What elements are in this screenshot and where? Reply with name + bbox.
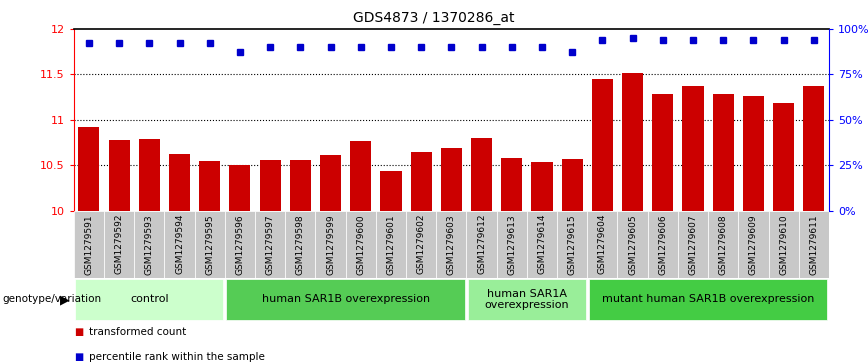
Text: GSM1279598: GSM1279598 xyxy=(296,214,305,274)
Bar xyxy=(468,280,586,319)
Text: GSM1279602: GSM1279602 xyxy=(417,214,425,274)
Bar xyxy=(557,211,588,278)
Bar xyxy=(227,280,465,319)
Text: GSM1279591: GSM1279591 xyxy=(84,214,94,274)
Text: GSM1279607: GSM1279607 xyxy=(688,214,698,274)
Text: GSM1279606: GSM1279606 xyxy=(658,214,667,274)
Bar xyxy=(768,211,799,278)
Text: human SAR1A
overexpression: human SAR1A overexpression xyxy=(484,289,569,310)
Bar xyxy=(411,151,431,211)
Bar xyxy=(562,159,582,211)
Bar xyxy=(437,211,466,278)
Text: GSM1279615: GSM1279615 xyxy=(568,214,576,274)
Text: GSM1279614: GSM1279614 xyxy=(537,214,547,274)
Bar xyxy=(496,211,527,278)
Bar xyxy=(713,94,733,211)
Text: transformed count: transformed count xyxy=(89,327,187,337)
Bar xyxy=(290,160,311,211)
Bar xyxy=(350,141,372,211)
Text: mutant human SAR1B overexpression: mutant human SAR1B overexpression xyxy=(602,294,814,305)
Bar xyxy=(743,96,764,211)
Bar xyxy=(589,280,827,319)
Bar xyxy=(286,211,315,278)
Bar xyxy=(78,127,100,211)
Bar xyxy=(255,211,286,278)
Bar xyxy=(108,140,129,211)
Bar xyxy=(164,211,194,278)
Bar xyxy=(376,211,406,278)
Bar xyxy=(592,79,613,211)
Bar xyxy=(682,86,704,211)
Bar xyxy=(74,211,104,278)
Bar xyxy=(799,211,829,278)
Bar xyxy=(380,171,402,211)
Bar xyxy=(229,165,251,211)
Bar xyxy=(471,138,492,211)
Text: GSM1279599: GSM1279599 xyxy=(326,214,335,274)
Bar xyxy=(803,86,825,211)
Bar xyxy=(315,211,345,278)
Bar xyxy=(501,158,523,211)
Text: GSM1279600: GSM1279600 xyxy=(356,214,365,274)
Bar xyxy=(320,155,341,211)
Text: ■: ■ xyxy=(74,352,83,362)
Bar xyxy=(194,211,225,278)
Text: GSM1279609: GSM1279609 xyxy=(749,214,758,274)
Bar xyxy=(406,211,437,278)
Bar xyxy=(139,139,160,211)
Text: GSM1279597: GSM1279597 xyxy=(266,214,274,274)
Text: GSM1279593: GSM1279593 xyxy=(145,214,154,274)
Text: GSM1279605: GSM1279605 xyxy=(628,214,637,274)
Bar xyxy=(617,211,648,278)
Bar xyxy=(76,280,223,319)
Text: ■: ■ xyxy=(74,327,83,337)
Text: GSM1279601: GSM1279601 xyxy=(386,214,396,274)
Bar xyxy=(169,154,190,211)
Text: human SAR1B overexpression: human SAR1B overexpression xyxy=(261,294,430,305)
Bar xyxy=(441,148,462,211)
Text: GDS4873 / 1370286_at: GDS4873 / 1370286_at xyxy=(353,11,515,25)
Text: GSM1279592: GSM1279592 xyxy=(115,214,123,274)
Text: genotype/variation: genotype/variation xyxy=(3,294,102,305)
Text: ▶: ▶ xyxy=(60,293,69,306)
Bar xyxy=(773,103,794,211)
Bar xyxy=(739,211,768,278)
Text: GSM1279603: GSM1279603 xyxy=(447,214,456,274)
Text: GSM1279612: GSM1279612 xyxy=(477,214,486,274)
Text: GSM1279608: GSM1279608 xyxy=(719,214,727,274)
Bar xyxy=(104,211,135,278)
Bar xyxy=(260,160,280,211)
Text: GSM1279594: GSM1279594 xyxy=(175,214,184,274)
Text: control: control xyxy=(130,294,168,305)
Bar xyxy=(588,211,617,278)
Text: GSM1279604: GSM1279604 xyxy=(598,214,607,274)
Bar xyxy=(199,160,220,211)
Text: GSM1279610: GSM1279610 xyxy=(779,214,788,274)
Text: GSM1279613: GSM1279613 xyxy=(507,214,516,274)
Bar xyxy=(225,211,255,278)
Bar xyxy=(678,211,708,278)
Bar xyxy=(345,211,376,278)
Text: GSM1279595: GSM1279595 xyxy=(205,214,214,274)
Bar xyxy=(648,211,678,278)
Bar xyxy=(531,163,553,211)
Text: GSM1279611: GSM1279611 xyxy=(809,214,819,274)
Bar xyxy=(708,211,739,278)
Text: percentile rank within the sample: percentile rank within the sample xyxy=(89,352,266,362)
Bar xyxy=(622,73,643,211)
Bar xyxy=(527,211,557,278)
Bar xyxy=(135,211,164,278)
Bar xyxy=(652,94,674,211)
Text: GSM1279596: GSM1279596 xyxy=(235,214,245,274)
Bar xyxy=(466,211,496,278)
